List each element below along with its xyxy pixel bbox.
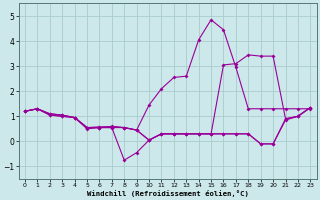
X-axis label: Windchill (Refroidissement éolien,°C): Windchill (Refroidissement éolien,°C): [87, 190, 249, 197]
